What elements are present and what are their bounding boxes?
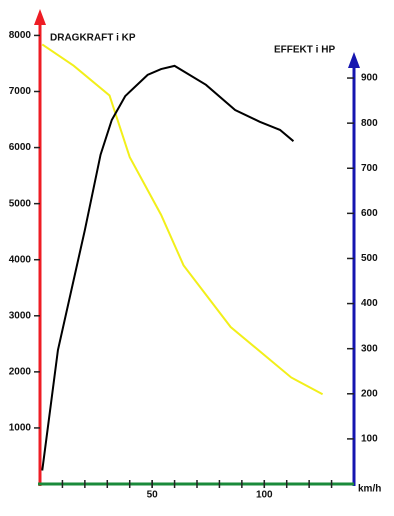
y-tick-label: 5000: [9, 198, 32, 209]
y2-axis-title: EFFEKT i HP: [274, 45, 335, 56]
y2-tick-label: 500: [361, 253, 378, 264]
y2-tick-label: 600: [361, 208, 378, 219]
x-tick-label: 100: [256, 490, 273, 501]
x-tick-label: 50: [147, 490, 159, 501]
y-tick-label: 8000: [9, 30, 32, 41]
y-tick-label: 4000: [9, 254, 32, 265]
y2-tick-label: 300: [361, 343, 378, 354]
y-axis-title: DRAGKRAFT i KP: [50, 33, 136, 44]
y2-tick-label: 200: [361, 388, 378, 399]
y2-tick-label: 700: [361, 163, 378, 174]
y2-tick-label: 900: [361, 73, 378, 84]
y2-tick-label: 400: [361, 298, 378, 309]
y-tick-label: 2000: [9, 366, 32, 377]
y-tick-label: 7000: [9, 86, 32, 97]
y-tick-label: 1000: [9, 423, 32, 434]
x-axis-title: km/h: [358, 484, 381, 495]
series-line: [41, 43, 324, 396]
y2-axis-arrow: [348, 52, 360, 68]
y-axis-arrow: [34, 9, 46, 25]
y2-tick-label: 800: [361, 118, 378, 129]
y2-tick-label: 100: [361, 434, 378, 445]
y-tick-label: 6000: [9, 142, 32, 153]
series-line: [41, 64, 295, 471]
y-tick-label: 3000: [9, 310, 32, 321]
